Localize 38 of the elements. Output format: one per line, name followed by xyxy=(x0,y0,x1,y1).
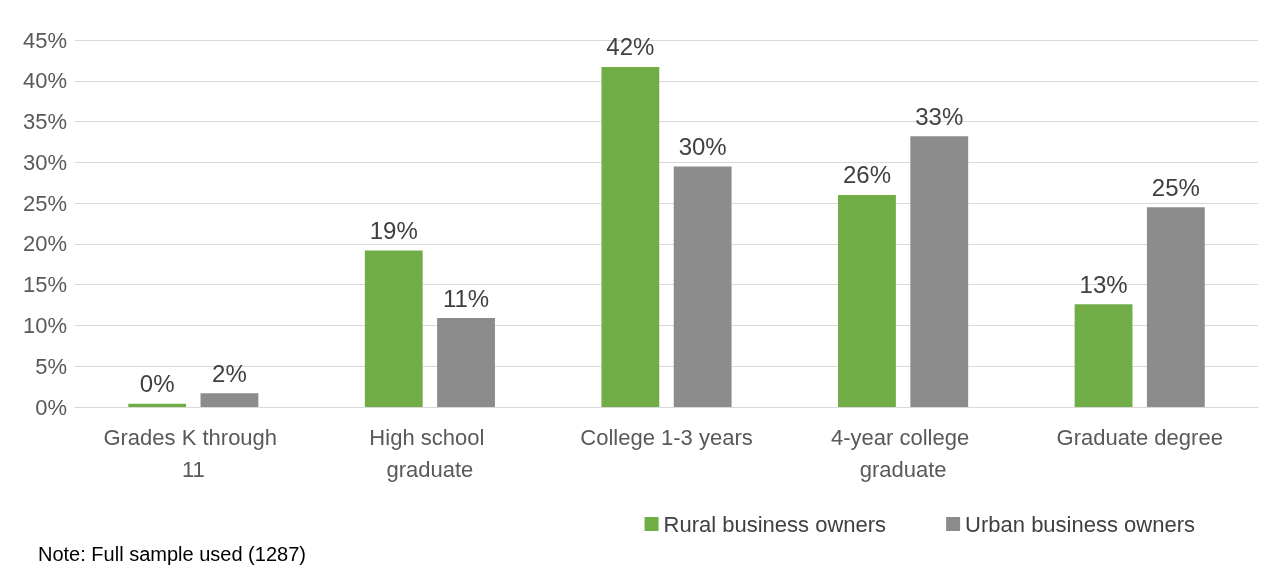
y-tick-label: 35% xyxy=(22,109,67,135)
bar xyxy=(673,166,732,407)
y-tick-label: 5% xyxy=(35,353,67,379)
legend-label: Rural business owners xyxy=(663,511,887,537)
data-label: 42% xyxy=(606,33,655,61)
bar xyxy=(910,136,969,407)
y-tick-label: 15% xyxy=(22,272,67,298)
y-tick-label: 20% xyxy=(22,231,67,257)
data-label: 2% xyxy=(212,359,247,387)
data-label: 11% xyxy=(442,284,490,312)
legend-label: Urban business owners xyxy=(965,511,1196,537)
data-label: 26% xyxy=(842,161,891,189)
x-tick-label: College 1-3 years xyxy=(580,424,753,450)
bar xyxy=(838,194,896,407)
bar xyxy=(437,318,495,407)
x-tick-label: Graduate degree xyxy=(1056,424,1223,450)
data-label: 33% xyxy=(915,102,964,130)
bar xyxy=(601,66,660,407)
y-tick-label: 45% xyxy=(22,27,67,53)
bar xyxy=(1074,304,1133,407)
data-label: 19% xyxy=(369,216,418,244)
x-tick-label: High school graduate xyxy=(369,424,491,482)
bar xyxy=(128,403,187,407)
text: Note: Full sample used (1287) xyxy=(38,543,306,565)
data-label: 30% xyxy=(678,132,727,160)
y-tick-label: 30% xyxy=(22,149,67,175)
x-tick-label: 4-year college graduate xyxy=(830,424,976,482)
bar xyxy=(1146,207,1205,407)
y-tick-label: 0% xyxy=(35,394,67,420)
data-label: 0% xyxy=(139,370,175,398)
data-label: 13% xyxy=(1079,270,1128,298)
data-label: 25% xyxy=(1151,173,1200,201)
x-tick-label: Grades K through 11 xyxy=(103,424,284,482)
y-tick-label: 10% xyxy=(22,312,67,338)
bar xyxy=(200,393,259,407)
bar xyxy=(364,250,423,407)
y-tick-label: 40% xyxy=(22,68,67,94)
y-tick-label: 25% xyxy=(22,190,67,216)
